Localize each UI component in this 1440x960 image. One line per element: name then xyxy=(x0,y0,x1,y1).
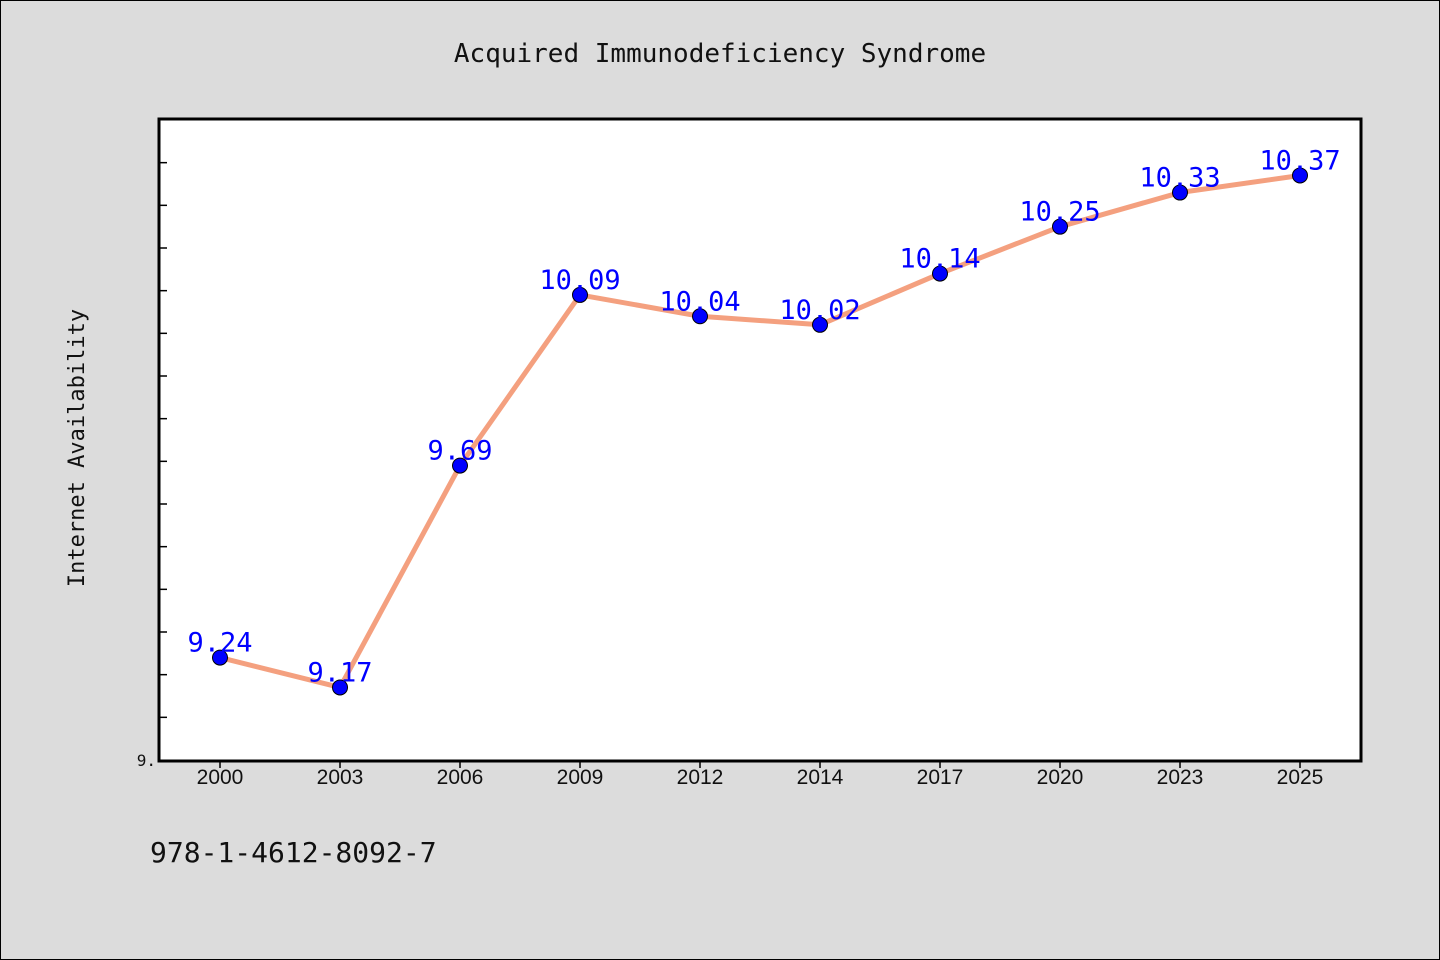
data-point xyxy=(932,265,948,282)
y-axis-label: Internet Availability xyxy=(65,309,90,587)
x-tick-label: 2025 xyxy=(1277,766,1324,789)
x-tick-label: 2020 xyxy=(1037,766,1084,789)
y-tick-label: 9. xyxy=(137,751,156,770)
data-label: 10.25 xyxy=(1019,197,1100,228)
data-label: 10.14 xyxy=(899,244,980,275)
data-markers xyxy=(212,167,1308,696)
x-tick-label: 2000 xyxy=(197,766,244,789)
x-tick-label: 2003 xyxy=(317,766,364,789)
data-point xyxy=(692,308,708,325)
data-point xyxy=(1172,184,1188,201)
series-line xyxy=(217,172,1303,690)
x-tick-label: 2012 xyxy=(677,766,724,789)
data-point xyxy=(332,679,348,696)
data-label: 10.33 xyxy=(1139,163,1220,194)
x-axis-ticks: 2000 2003 2006 2009 2012 2014 2017 2020 2023 2025 xyxy=(197,760,1324,789)
isbn-text: 978-1-4612-8092-7 xyxy=(150,836,437,869)
data-labels: 9.24 9.17 9.69 10.09 10.04 10.02 10.14 10.25 10.… xyxy=(187,145,1340,688)
data-label: 10.37 xyxy=(1259,145,1340,176)
x-tick-label: 2017 xyxy=(917,766,964,789)
data-point xyxy=(452,457,468,474)
data-point xyxy=(1292,167,1308,184)
data-label: 10.09 xyxy=(539,265,620,296)
y-axis-ticks: 9. xyxy=(137,161,167,770)
x-tick-label: 2006 xyxy=(437,766,484,789)
x-tick-label: 2009 xyxy=(557,766,604,789)
data-label: 10.04 xyxy=(659,286,740,317)
series-line-group xyxy=(217,172,1303,690)
data-label: 9.17 xyxy=(307,657,372,688)
data-point xyxy=(212,649,228,666)
chart-title: Acquired Immunodeficiency Syndrome xyxy=(454,39,986,69)
data-point xyxy=(572,286,588,303)
data-label: 9.69 xyxy=(427,436,492,467)
data-label: 9.24 xyxy=(187,628,252,659)
x-tick-label: 2014 xyxy=(797,766,844,789)
data-point xyxy=(812,316,828,333)
data-label: 10.02 xyxy=(779,295,860,326)
data-point xyxy=(1052,218,1068,235)
x-tick-label: 2023 xyxy=(1157,766,1204,789)
